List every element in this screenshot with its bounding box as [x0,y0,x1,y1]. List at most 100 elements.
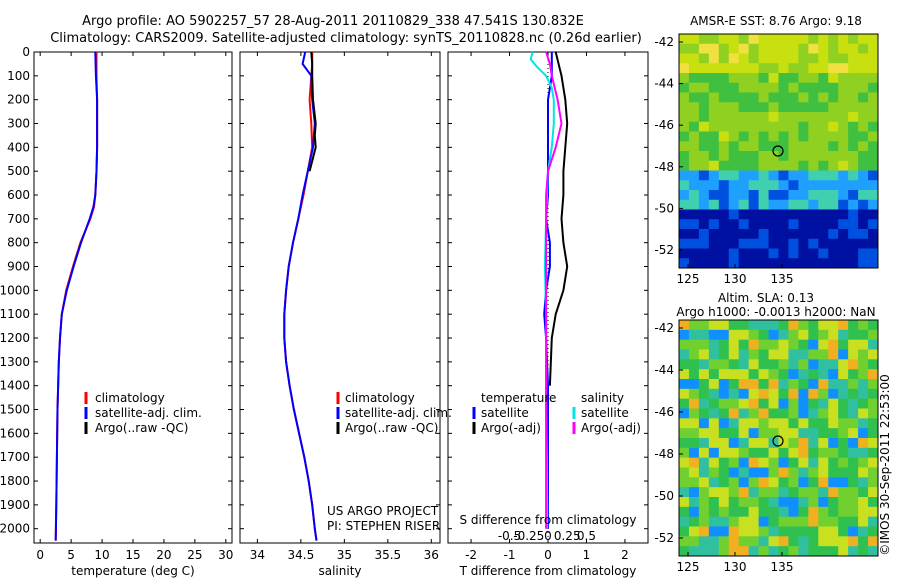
sst-cell [728,53,740,64]
sst-cell [708,112,720,123]
sst-cell [818,219,829,230]
sla-cell [798,457,809,469]
sla-cell [868,339,878,351]
sst-cell [758,63,770,74]
sst-cell [788,199,799,211]
sst-cell [758,121,770,133]
sst-cell [738,248,750,259]
series-line-satelliteadjclim [54,51,99,541]
sla-cell [868,546,878,556]
sst-cell [679,229,690,240]
sst-cell [858,180,869,191]
sla-cell [798,369,809,380]
sst-cell [848,131,859,142]
sst-cell [718,131,730,142]
sst-cell [798,121,809,133]
sla-cell [679,418,690,429]
sst-cell [838,151,849,162]
sst-cell [718,73,730,84]
depth-tick-label: 300 [7,117,30,131]
sst-cell [838,82,849,94]
sla-cell [708,349,720,360]
sla-cell [748,516,760,528]
x-tick-label: -2 [465,548,477,562]
sla-cell [748,467,760,478]
sla-cell [718,516,730,528]
sla-cell [738,349,750,360]
sla-cell [679,388,690,400]
sla-cell [838,349,849,360]
sla-cell [858,526,869,537]
sla-cell [688,536,700,547]
sla-cell [838,536,849,547]
sst-cell [758,238,770,250]
sla-cell [858,457,869,469]
sst-cell [728,121,740,133]
sla-cell [818,369,829,380]
sst-cell [778,209,790,220]
sla-cell [738,516,750,528]
sla-cell [708,379,720,390]
sst-cell [778,92,790,103]
series-line-tsatellite [543,52,553,529]
sla-cell [838,516,849,528]
temperature-xlabel: temperature (deg C) [71,564,194,578]
sla-cell [798,487,809,498]
sla-cell [718,457,730,469]
sla-cell [688,428,700,439]
sst-cell [828,121,839,133]
sst-cell [748,92,760,103]
series-line-ssatellite [529,51,555,529]
sst-cell [848,180,859,191]
sst-cell [818,190,829,201]
sst-cell [828,199,839,211]
sla-cell [748,339,760,351]
sla-cell [858,349,869,360]
sst-cell [808,258,819,268]
sla-cell [828,349,839,360]
sst-cell [808,151,819,162]
sst-cell [698,102,710,113]
sst-cell [748,219,760,230]
sla-cell [698,339,710,351]
sst-cell [738,180,750,191]
sla-cell [848,457,859,469]
sla-cell [748,320,760,331]
sla-cell [748,438,760,449]
temperature-legend: climatology satellite-adj. clim. Argo(..… [84,391,202,435]
sst-cell [698,219,710,230]
sst-cell [738,209,750,220]
sla-cell [728,369,740,380]
sla-cell [738,359,750,370]
sst-cell [679,209,690,220]
depth-tick-label: 1900 [0,498,30,512]
sst-cell [808,209,819,220]
sst-cell [788,92,799,103]
sst-cell [679,131,690,142]
sst-cell [758,209,770,220]
sst-cell [698,131,710,142]
sla-cell [788,526,799,537]
sst-cell [679,151,690,162]
depth-tick-label: 1200 [0,331,30,345]
x-tick-label: 2 [621,548,629,562]
sla-cell [768,546,780,556]
sst-cell [808,141,819,152]
sla-cell [768,339,780,351]
sla-cell [858,379,869,390]
sla-cell [708,428,720,439]
sst-cell [679,92,690,103]
sst-cell [808,229,819,240]
sst-cell [818,170,829,181]
sla-cell [788,339,799,351]
sst-cell [748,53,760,64]
sla-cell [698,467,710,478]
sla-cell [798,526,809,537]
sst-cell [708,43,720,55]
argo-location-marker [772,145,784,157]
sst-cell [708,229,720,240]
depth-tick-label: 500 [7,164,30,178]
sst-cell [778,63,790,74]
sla-cell [868,467,878,478]
sla-cell [688,487,700,498]
